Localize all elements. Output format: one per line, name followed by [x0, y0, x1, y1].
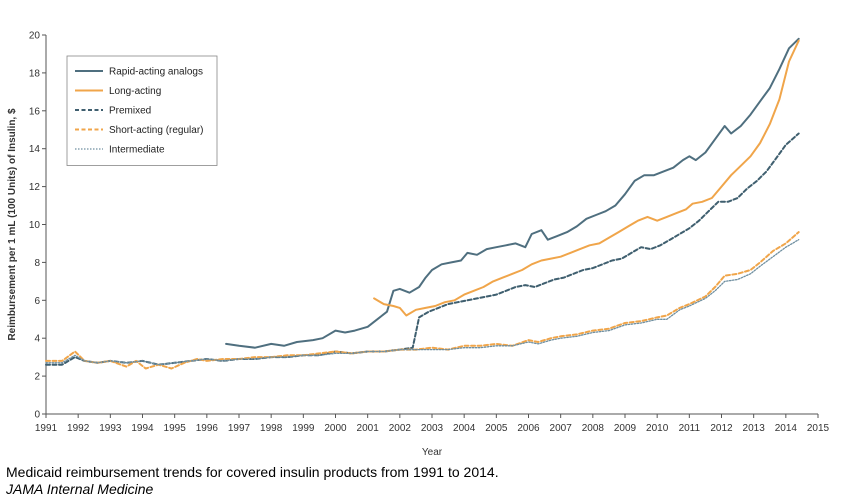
y-tick-label: 4 [34, 334, 40, 345]
x-tick-label: 2013 [743, 423, 766, 434]
x-tick-label: 2000 [324, 423, 347, 434]
legend-label-1: Rapid-acting analogs [109, 67, 203, 78]
x-tick-label: 2001 [357, 423, 380, 434]
y-axis-label: Reimbursement per 1 mL (100 Units) of In… [7, 108, 18, 341]
series-line-4 [45, 231, 800, 370]
legend-label-4: Short-acting (regular) [109, 125, 203, 136]
y-tick-label: 12 [29, 182, 41, 193]
legend-label-2: Long-acting [109, 86, 161, 97]
legend-label-3: Premixed [109, 106, 151, 117]
x-axis-label: Year [422, 447, 443, 458]
x-tick-label: 1998 [260, 423, 283, 434]
y-tick-label: 2 [34, 372, 40, 383]
x-tick-label: 2012 [710, 423, 733, 434]
x-tick-label: 1995 [164, 423, 187, 434]
x-tick-label: 2014 [775, 423, 798, 434]
y-tick-label: 8 [34, 258, 40, 269]
series-line-2 [373, 39, 800, 317]
x-tick-label: 2010 [646, 423, 669, 434]
x-tick-label: 1994 [131, 423, 154, 434]
x-tick-label: 1996 [196, 423, 219, 434]
x-tick-label: 2002 [389, 423, 412, 434]
y-tick-label: 16 [29, 106, 41, 117]
y-tick-label: 20 [29, 31, 41, 42]
x-tick-label: 2004 [453, 423, 476, 434]
series-layer [45, 37, 800, 370]
x-tick-label: 2007 [550, 423, 573, 434]
x-tick-label: 1997 [228, 423, 251, 434]
legend: Rapid-acting analogs Long-acting Premixed S… [66, 55, 218, 166]
x-tick-label: 2006 [517, 423, 540, 434]
y-tick-label: 0 [34, 410, 40, 421]
y-ticks: 0 2 4 6 8 10 12 14 16 18 20 [29, 31, 46, 421]
x-tick-label: 2003 [421, 423, 444, 434]
series-line-1 [225, 37, 800, 349]
x-tick-label: 2005 [485, 423, 508, 434]
y-tick-label: 18 [29, 68, 41, 79]
x-tick-label: 2015 [807, 423, 830, 434]
figure-source: JAMA Internal Medicine [6, 481, 154, 497]
x-tick-label: 2009 [614, 423, 637, 434]
x-ticks: 1991 1992 1993 1994 1995 1996 1997 1998 1999 2000… [35, 414, 830, 434]
y-tick-label: 14 [29, 144, 41, 155]
series-line-5 [45, 239, 800, 366]
legend-label-5: Intermediate [109, 145, 165, 156]
y-tick-label: 6 [34, 296, 40, 307]
x-tick-label: 2008 [582, 423, 605, 434]
x-tick-label: 1992 [67, 423, 90, 434]
x-tick-label: 1999 [292, 423, 315, 434]
y-tick-label: 10 [29, 220, 41, 231]
x-tick-label: 2011 [679, 423, 701, 434]
x-tick-label: 1993 [99, 423, 122, 434]
series-line-3 [45, 132, 800, 366]
figure-caption: Medicaid reimbursement trends for covere… [6, 464, 499, 480]
x-tick-label: 1991 [35, 423, 58, 434]
